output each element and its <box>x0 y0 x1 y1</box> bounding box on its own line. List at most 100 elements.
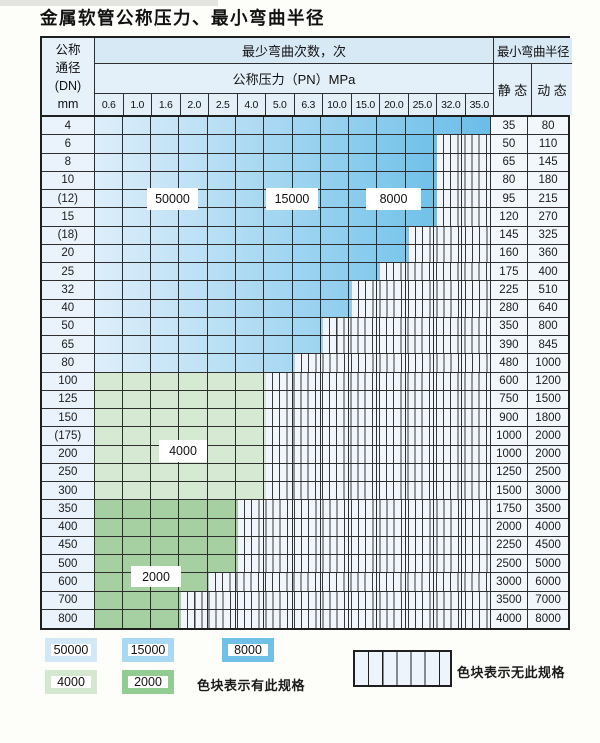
cycle-count-label: 4000 <box>160 441 206 461</box>
dn-cell: 4 <box>42 117 95 135</box>
pn-cell <box>95 153 123 171</box>
pn-cell <box>179 244 208 262</box>
pn-cell <box>95 427 123 445</box>
dynamic-radius-cell: 110 <box>528 135 568 153</box>
pn-cell <box>434 354 463 372</box>
cycle-count-label: 50000 <box>148 189 197 209</box>
pn-cell <box>406 609 434 628</box>
available-range-fill <box>95 427 266 445</box>
pn-cell <box>462 190 491 208</box>
pn-cell <box>462 281 491 299</box>
pn-cell <box>321 171 350 189</box>
pn-cell <box>349 299 378 317</box>
pn-header-cell: 35.0 <box>465 94 494 115</box>
pn-cell <box>462 208 491 226</box>
pn-cell <box>434 336 463 354</box>
pn-cell <box>406 208 434 226</box>
pn-cell <box>349 445 378 463</box>
pn-cell <box>236 299 265 317</box>
pn-cell <box>349 354 378 372</box>
dn-cell: 250 <box>42 463 95 481</box>
pn-cell <box>349 171 378 189</box>
pn-cell <box>179 117 208 135</box>
pn-header-cell: 6.3 <box>294 94 323 115</box>
static-radius-cell: 1250 <box>490 463 529 481</box>
pn-cell <box>321 591 350 609</box>
pn-cell <box>406 372 434 390</box>
dn-cell: 8 <box>42 153 95 171</box>
pn-cell <box>236 226 265 244</box>
dn-cell: 50 <box>42 317 95 335</box>
pn-cell <box>236 609 265 628</box>
pn-cell <box>377 463 406 481</box>
pn-cell <box>208 536 236 554</box>
pn-cell <box>236 281 265 299</box>
pn-cell <box>179 354 208 372</box>
pn-cell <box>179 336 208 354</box>
unavailable-range-hatch <box>237 500 494 518</box>
unavailable-range-hatch <box>323 317 494 335</box>
pn-cell <box>377 609 406 628</box>
pn-cell <box>95 372 123 390</box>
pn-cell <box>406 336 434 354</box>
pn-cell <box>208 555 236 573</box>
pn-cell <box>434 482 463 500</box>
unavailable-range-hatch <box>266 409 494 427</box>
static-radius-cell: 1500 <box>490 482 529 500</box>
dn-cell: 32 <box>42 281 95 299</box>
static-radius-cell: 1750 <box>490 500 529 518</box>
available-range-fill <box>95 463 266 481</box>
static-radius-cell: 750 <box>490 390 529 408</box>
pn-cell <box>349 135 378 153</box>
dynamic-radius-cell: 2000 <box>528 445 568 463</box>
pn-cell <box>434 263 463 281</box>
pn-cell <box>462 263 491 281</box>
pn-cell <box>123 409 152 427</box>
pn-cell <box>95 445 123 463</box>
pn-cell <box>434 500 463 518</box>
pn-cell <box>349 226 378 244</box>
pn-cell <box>434 518 463 536</box>
unavailable-range-hatch <box>266 445 494 463</box>
pn-cell <box>151 153 180 171</box>
pn-cell <box>236 244 265 262</box>
pn-cell <box>123 591 152 609</box>
pn-cell <box>434 591 463 609</box>
pn-cell <box>264 244 293 262</box>
pn-cell <box>462 171 491 189</box>
pn-cell <box>95 226 123 244</box>
pn-cell <box>208 135 236 153</box>
pn-cell <box>293 609 321 628</box>
dn-cell: 400 <box>42 518 95 536</box>
available-range-fill <box>95 153 437 171</box>
pn-cell <box>293 135 321 153</box>
dynamic-radius-cell: 400 <box>528 263 568 281</box>
legend-available-note: 色块表示有此规格 <box>197 678 306 693</box>
pn-cell <box>462 117 491 135</box>
pn-cell <box>179 190 208 208</box>
unavailable-range-hatch <box>437 171 494 189</box>
pn-cell <box>151 117 180 135</box>
pn-cell <box>462 409 491 427</box>
dn-cell: 40 <box>42 299 95 317</box>
pn-cell <box>321 135 350 153</box>
pn-cell <box>179 153 208 171</box>
unavailable-range-hatch <box>266 482 494 500</box>
table-row: 200 1000 2000 <box>42 445 568 464</box>
pn-cell <box>208 482 236 500</box>
dynamic-radius-cell: 845 <box>528 336 568 354</box>
unavailable-range-hatch <box>437 135 494 153</box>
static-radius-cell: 2500 <box>490 555 529 573</box>
pn-cell <box>208 190 236 208</box>
pn-cell <box>293 226 321 244</box>
pn-cell <box>434 573 463 591</box>
dn-cell: 100 <box>42 372 95 390</box>
pn-cell <box>321 536 350 554</box>
pn-cell <box>179 390 208 408</box>
pn-cell <box>321 208 350 226</box>
pn-cell <box>123 153 152 171</box>
pn-cell <box>321 190 350 208</box>
pn-cell <box>434 226 463 244</box>
pn-cell <box>406 171 434 189</box>
pn-header-cell: 0.6 <box>95 94 124 115</box>
